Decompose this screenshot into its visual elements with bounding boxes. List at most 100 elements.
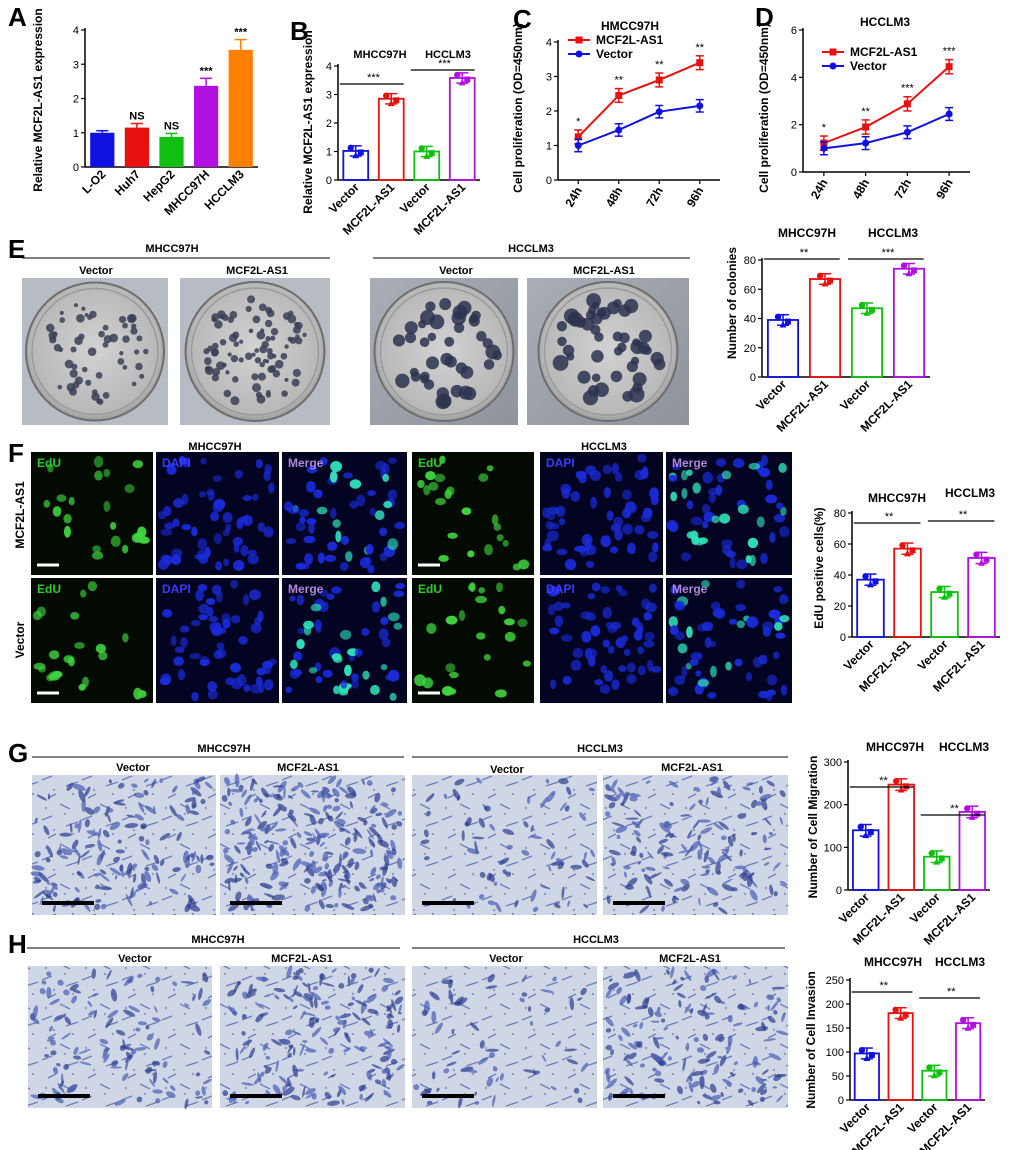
edu-nucleus [95, 643, 107, 654]
panel-b-sig-label: *** [438, 58, 452, 70]
panel-b-y-tick-label: 0 [326, 175, 332, 187]
panel-e-photo-label-3: Vector [439, 265, 473, 277]
merge-nucleus [776, 502, 784, 510]
dapi-nucleus [602, 464, 612, 475]
stained-cell [288, 809, 294, 815]
dapi-nucleus [600, 535, 611, 548]
stained-cell [191, 790, 197, 795]
stained-cell [305, 1092, 317, 1099]
dapi-nucleus [222, 618, 231, 629]
stained-cell [239, 872, 245, 878]
panel-a-y-tick-label: 1 [73, 128, 79, 140]
panel-a-bar [228, 49, 253, 167]
stained-cell [685, 1042, 690, 1052]
stained-cell [570, 864, 583, 870]
dapi-nucleus [547, 530, 559, 542]
dapi-nucleus [254, 616, 262, 627]
stained-cell [706, 1012, 715, 1015]
merge-nucleus [329, 507, 337, 519]
stained-cell [530, 825, 534, 833]
dapi-nucleus [561, 487, 571, 499]
stained-cell [189, 905, 201, 912]
stained-cell [478, 817, 486, 828]
stained-cell [124, 823, 139, 829]
stained-cell [678, 999, 682, 1008]
panel-b-data-point [393, 97, 400, 104]
colony [436, 387, 450, 400]
stained-cell [624, 884, 634, 890]
dapi-nucleus [609, 546, 619, 554]
merge-nucleus [393, 622, 403, 630]
stained-cell [130, 1049, 137, 1055]
stained-cell [700, 985, 707, 992]
stained-cell [709, 1083, 717, 1093]
stained-cell [714, 995, 722, 1004]
panel-d-x-tick-label: 96h [933, 177, 955, 202]
dapi-nucleus [211, 584, 222, 596]
dapi-nucleus [263, 470, 271, 482]
panel-d-ylabel: Cell proliferation (OD=450nm) [757, 23, 771, 193]
panel-d-data-point [862, 123, 870, 131]
stained-cell [318, 817, 324, 825]
panel-a-annotation: *** [234, 27, 248, 39]
stained-cell [313, 997, 318, 1009]
stained-cell [762, 834, 767, 844]
stained-cell [451, 1029, 455, 1035]
petri-dish-rim [379, 287, 509, 416]
micrograph-panel [31, 452, 153, 575]
edu-nucleus [78, 683, 86, 691]
merge-nucleus [296, 594, 305, 606]
stained-cell [756, 1083, 767, 1094]
merge-nucleus [736, 620, 746, 629]
panel-g-chart-group-2: HCCLM3 [939, 740, 989, 754]
panel-e-data-point [869, 306, 875, 313]
stained-cell [646, 885, 652, 898]
stained-cell [169, 805, 177, 817]
stained-cell [693, 786, 701, 792]
merge-nucleus [315, 675, 323, 684]
stained-cell [241, 1082, 254, 1086]
merge-nucleus [331, 586, 342, 594]
stained-cell [309, 807, 321, 815]
panel-b-data-point [464, 76, 471, 83]
merge-nucleus [711, 515, 720, 524]
stained-cell [77, 819, 82, 833]
stained-cell [74, 887, 80, 893]
stained-cell [114, 1099, 126, 1106]
colony [591, 350, 604, 363]
stained-cell [113, 856, 121, 863]
panel-c-x-tick-label: 48h [603, 185, 625, 210]
edu-nucleus [449, 671, 459, 679]
stained-cell [583, 851, 587, 862]
panel-c-data-point [574, 133, 582, 141]
dapi-nucleus [242, 495, 252, 502]
panel-e-y-tick-label: 40 [744, 314, 756, 326]
dapi-nucleus [547, 506, 560, 515]
stained-cell [292, 1047, 296, 1056]
stained-cell [184, 797, 196, 803]
merge-nucleus [324, 554, 337, 563]
stained-cell [152, 1017, 161, 1022]
stained-cell [324, 871, 330, 880]
dapi-nucleus [160, 528, 173, 536]
merge-nucleus [775, 632, 786, 639]
stained-cell [697, 1100, 701, 1105]
merge-nucleus [762, 621, 774, 632]
stained-cell [772, 1086, 778, 1089]
dapi-nucleus [554, 615, 564, 627]
stained-cell [296, 832, 302, 838]
stained-cell [718, 821, 729, 830]
edu-nucleus [498, 605, 506, 615]
panel-d-y-tick-label: 2 [791, 120, 797, 132]
stained-cell [126, 814, 136, 818]
panel-d-x-tick-label: 72h [892, 177, 914, 202]
stained-cell [717, 1055, 724, 1059]
panel-a-annotation: *** [200, 65, 214, 77]
colony [214, 320, 223, 329]
stained-cell [339, 827, 345, 832]
stained-cell [494, 901, 502, 913]
colony [45, 323, 55, 333]
dapi-nucleus [212, 502, 223, 513]
stained-cell [305, 839, 318, 845]
dapi-nucleus [179, 625, 190, 633]
